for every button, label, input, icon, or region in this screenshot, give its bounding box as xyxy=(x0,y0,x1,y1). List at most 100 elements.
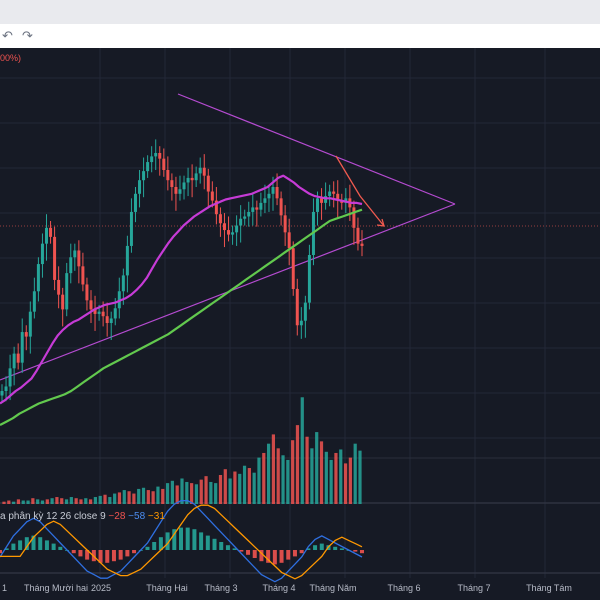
candle-body xyxy=(206,175,210,192)
volume-bar xyxy=(204,476,208,504)
volume-bar xyxy=(161,488,165,504)
volume-bar xyxy=(276,448,280,504)
candle xyxy=(231,225,235,245)
candle xyxy=(142,157,146,198)
x-tick-label: 2025 xyxy=(91,583,111,593)
candle-body xyxy=(186,177,190,183)
candle xyxy=(178,175,182,201)
volume-bar xyxy=(103,494,107,504)
candle-body xyxy=(44,227,48,244)
candle-body xyxy=(57,279,61,295)
candle xyxy=(24,325,28,351)
candle xyxy=(291,241,295,296)
candle-body xyxy=(356,227,360,244)
candle-body xyxy=(166,170,170,181)
candle-body xyxy=(267,193,271,199)
candle-body xyxy=(146,162,150,172)
candle-body xyxy=(210,191,214,201)
ma-fast-line xyxy=(0,174,363,405)
candle-body xyxy=(178,189,182,194)
candle xyxy=(356,217,360,251)
macd-bar xyxy=(165,532,170,550)
volume-bar xyxy=(310,448,314,504)
corner-percent-label: 00%) xyxy=(0,53,21,63)
candle xyxy=(283,205,287,246)
volume-bar xyxy=(84,498,88,504)
candle xyxy=(186,167,190,197)
candle xyxy=(73,243,77,271)
macd-bar xyxy=(192,529,197,550)
candle-body xyxy=(271,187,275,194)
volume-bar xyxy=(190,483,194,504)
volume-bar xyxy=(88,499,93,504)
volume-bar xyxy=(242,465,247,504)
macd-bar xyxy=(252,550,257,558)
x-tick-label: Tháng 6 xyxy=(387,583,420,593)
macd-bar xyxy=(44,540,49,550)
candle-body xyxy=(154,153,158,157)
volume-bar xyxy=(151,491,155,504)
macd-bar xyxy=(78,550,83,557)
volume-bar xyxy=(257,457,261,504)
candle xyxy=(16,343,20,370)
candle-body xyxy=(360,243,364,246)
candle-body xyxy=(283,215,287,233)
candle-body xyxy=(150,156,154,163)
candle-body xyxy=(97,311,101,314)
candle xyxy=(174,176,178,211)
volume-bar xyxy=(334,452,338,504)
redo-icon[interactable]: ↷ xyxy=(22,28,33,43)
macd-bar xyxy=(333,546,338,550)
macd-bar xyxy=(98,550,103,563)
volume-bar xyxy=(141,487,146,504)
candle xyxy=(36,257,40,302)
candle-body xyxy=(307,255,311,303)
volume-bar xyxy=(137,488,141,504)
macd-legend-title: a phân kỳ 12 26 close 9 xyxy=(0,511,108,522)
volume-bar xyxy=(156,486,160,504)
volume-bar xyxy=(223,469,227,504)
candle-body xyxy=(113,308,117,319)
macd-legend-hist: −31 xyxy=(148,511,165,522)
candle-body xyxy=(36,264,40,292)
volume-bar xyxy=(7,500,11,504)
macd-legend: a phân kỳ 12 26 close 9 −28 −58 −31 xyxy=(0,511,165,522)
candle-body xyxy=(158,153,162,159)
candle-body xyxy=(49,227,53,237)
candle xyxy=(267,187,271,212)
macd-bar xyxy=(132,550,137,554)
volume-bar xyxy=(98,495,102,504)
candle xyxy=(105,302,109,337)
candle-body xyxy=(324,196,328,203)
candle xyxy=(81,252,85,292)
volume-bar xyxy=(247,468,251,504)
macd-bar xyxy=(286,550,291,560)
candle xyxy=(360,230,364,257)
candle-body xyxy=(133,193,137,212)
macd-bar xyxy=(199,532,204,550)
macd-legend-macd: −28 xyxy=(108,511,128,522)
macd-line xyxy=(0,500,363,583)
candle xyxy=(162,148,166,177)
candle xyxy=(0,384,4,403)
candle-body xyxy=(101,311,105,317)
candle xyxy=(53,226,57,291)
volume-bar xyxy=(79,499,83,504)
undo-icon[interactable]: ↶ xyxy=(2,28,13,43)
candle xyxy=(194,166,198,187)
candle-body xyxy=(93,309,97,314)
candle xyxy=(166,156,170,191)
volume-bar xyxy=(93,497,98,504)
candle-body xyxy=(320,198,324,203)
candle xyxy=(287,218,291,266)
volume-bar xyxy=(281,455,285,504)
volume-bar xyxy=(117,492,122,504)
candle xyxy=(158,146,162,176)
candle xyxy=(146,155,150,178)
candle xyxy=(154,139,158,170)
macd-bar xyxy=(11,543,16,550)
volume-bar xyxy=(64,499,69,504)
candle xyxy=(324,182,328,210)
price-chart[interactable]: 00%) a phân kỳ 12 26 close 9 −28 −58 −31 1… xyxy=(0,48,600,600)
